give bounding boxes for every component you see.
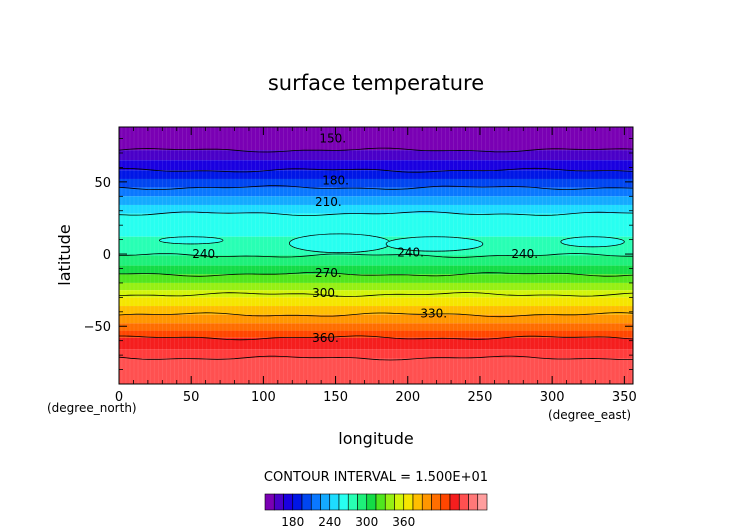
- colorbar-cell-7: [329, 493, 340, 511]
- band-13: [119, 282, 633, 291]
- band-0: [119, 127, 633, 151]
- band-22: [119, 358, 633, 384]
- contour-label-6: 270.: [315, 266, 342, 280]
- colorbar-cell-15: [403, 493, 414, 511]
- band-12: [119, 274, 633, 283]
- x-tick-label-5: 250: [468, 390, 493, 405]
- band-17: [119, 314, 633, 324]
- y-unit-label: (degree_north): [47, 401, 137, 415]
- contour-label-2: 210.: [315, 195, 342, 209]
- colorbar-cell-5: [310, 493, 321, 511]
- band-14: [119, 290, 633, 298]
- contour-island-3: [560, 236, 625, 248]
- y-axis-label: latitude: [55, 224, 74, 285]
- x-unit-label: (degree_east): [548, 408, 631, 422]
- x-tick-label-6: 300: [540, 390, 565, 405]
- x-tick-label-1: 50: [183, 390, 200, 405]
- band-10: [119, 255, 633, 266]
- contour-line-2: [119, 185, 633, 190]
- contour-line-4: [119, 253, 633, 258]
- band-7: [119, 204, 633, 214]
- colorbar-cell-18: [431, 493, 442, 511]
- band-21: [119, 349, 633, 359]
- colorbar: 180 240 300 360: [264, 493, 488, 529]
- y-tick-label-1: 0: [103, 248, 111, 263]
- x-axis-label: longitude: [338, 429, 413, 448]
- contour-label-5: 240.: [511, 247, 538, 261]
- colorbar-tick-label-0: 180: [281, 515, 304, 529]
- x-tick-label-0: 0: [115, 390, 123, 405]
- contour-island-2: [385, 236, 484, 252]
- colorbar-cell-4: [301, 493, 312, 511]
- colorbar-cell-22: [468, 493, 479, 511]
- band-11: [119, 265, 633, 275]
- colorbar-cell-0: [264, 493, 275, 511]
- band-5: [119, 187, 633, 197]
- colorbar-cell-8: [338, 493, 349, 511]
- y-tick-label-0: −50: [84, 320, 111, 335]
- band-6: [119, 196, 633, 205]
- contour-line-6: [119, 292, 633, 297]
- band-18: [119, 323, 633, 331]
- colorbar-cell-20: [449, 493, 460, 511]
- band-19: [119, 330, 633, 338]
- colorbar-cell-6: [320, 493, 331, 511]
- contour-label-0: 150.: [319, 132, 346, 146]
- contour-line-8: [119, 335, 633, 341]
- band-3: [119, 170, 633, 179]
- contour-label-7: 300.: [312, 286, 339, 300]
- colorbar-cell-16: [412, 493, 423, 511]
- colorbar-cell-1: [273, 493, 284, 511]
- colorbar-cell-10: [357, 493, 368, 511]
- contour-line-7: [119, 312, 633, 318]
- contour-label-8: 330.: [420, 306, 447, 320]
- x-tick-label-7: 350: [612, 390, 637, 405]
- colorbar-cell-12: [375, 493, 386, 511]
- colorbar-cell-23: [477, 493, 488, 511]
- contour-label-1: 180.: [322, 173, 349, 187]
- band-2: [119, 160, 633, 171]
- contour-line-0: [119, 147, 633, 153]
- contour-line-3: [119, 211, 633, 216]
- colorbar-cell-2: [283, 493, 294, 511]
- colorbar-cell-9: [347, 493, 358, 511]
- colorbar-tick-label-1: 240: [318, 515, 341, 529]
- colorbar-cell-19: [440, 493, 451, 511]
- contour-label-9: 360.: [312, 331, 339, 345]
- x-tick-label-4: 200: [395, 390, 420, 405]
- band-15: [119, 297, 633, 307]
- contour-line-1: [119, 167, 633, 173]
- contour-interval-text: CONTOUR INTERVAL = 1.500E+01: [264, 470, 488, 485]
- contour-line-5: [119, 271, 633, 277]
- chart-title: surface temperature: [268, 71, 484, 95]
- band-4: [119, 178, 633, 188]
- band-1: [119, 150, 633, 161]
- x-tick-label-2: 100: [251, 390, 276, 405]
- colorbar-cell-13: [384, 493, 395, 511]
- contour-island-0: [159, 236, 224, 245]
- plot-frame: [118, 126, 634, 385]
- x-tick-label-3: 150: [323, 390, 348, 405]
- colorbar-cell-14: [394, 493, 405, 511]
- band-16: [119, 306, 633, 315]
- colorbar-cell-17: [421, 493, 432, 511]
- colorbar-tick-label-3: 360: [392, 515, 415, 529]
- colorbar-cell-3: [292, 493, 303, 511]
- contour-label-4: 240.: [397, 246, 424, 260]
- y-tick-label-2: 50: [94, 176, 111, 191]
- plot-area: 150. 180. 210. 240. 240. 240. 270. 300. 330. 360.…: [84, 126, 637, 405]
- band-8: [119, 213, 633, 237]
- colorbar-cell-21: [458, 493, 469, 511]
- colorbar-tick-label-2: 300: [355, 515, 378, 529]
- contour-line-9: [119, 355, 633, 361]
- contour-label-3: 240.: [192, 247, 219, 261]
- colorbar-cell-11: [366, 493, 377, 511]
- band-20: [119, 337, 633, 350]
